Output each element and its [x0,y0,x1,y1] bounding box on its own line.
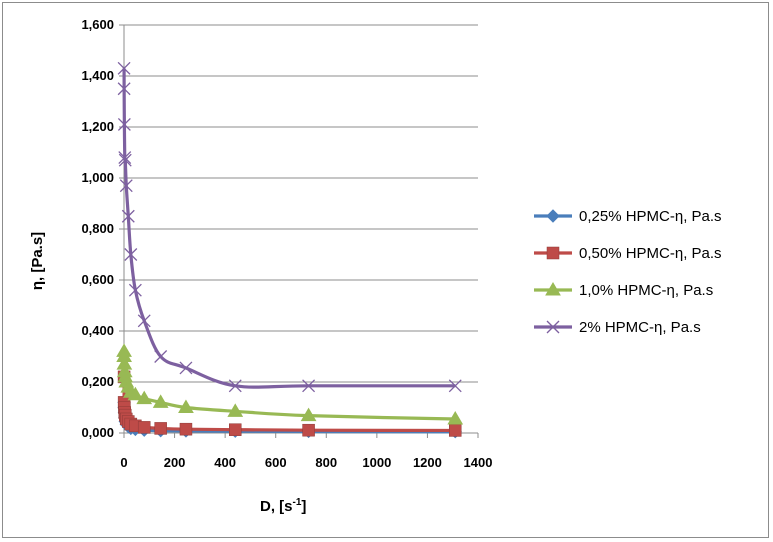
series-4 [117,61,462,393]
data-point [302,423,315,437]
data-point [152,394,169,408]
data-point [117,117,131,131]
data-point-stroke [118,153,132,167]
x-tick-label: 1400 [464,455,493,470]
data-point [178,399,194,413]
y-tick-label: 1,600 [81,17,114,32]
y-tick-label: 0,600 [81,272,114,287]
data-point [154,422,167,435]
data-point-stroke [118,151,132,165]
data-point-stroke [124,248,138,261]
axes: 0,000 0,200 0,400 0,600 0,800 1,000 1,200 1,400… [81,17,492,470]
x-tick-label: 400 [214,455,236,470]
legend-label: 1,0% HPMC-η, Pa.s [579,282,713,299]
data-point [127,386,144,401]
x-tick-label: 1000 [362,455,391,470]
legend-swatch-marker [546,246,560,260]
data-point-stroke [179,361,193,375]
y-tick-label: 1,000 [81,170,114,185]
legend-item[interactable]: 2% HPMC-η, Pa.s [534,319,701,336]
series-3 [116,343,464,425]
y-tick-label: 0,800 [81,221,114,236]
data-point-stroke [121,209,135,223]
x-axis-title-superscript: -1 [293,497,302,508]
legend-label: 0,25% HPMC-η, Pa.s [579,208,722,225]
y-tick-label: 0,000 [81,425,114,440]
data-point [118,153,132,167]
x-tick-label: 0 [120,455,127,470]
data-point-stroke [228,379,242,393]
x-tick-label: 800 [315,455,337,470]
y-tick-label: 1,200 [81,119,114,134]
data-point [121,209,135,223]
x-axis-title: D, [s-1] [260,497,306,515]
data-point [448,424,462,437]
data-point [128,283,142,297]
y-tick-label: 0,200 [81,374,114,389]
data-point [179,361,193,375]
data-point [124,248,138,261]
data-point-stroke [154,350,168,363]
legend-item[interactable]: 0,50% HPMC-η, Pa.s [534,245,722,262]
legend-swatch-marker [546,320,560,334]
y-tick-label: 0,400 [81,323,114,338]
data-point [118,151,132,165]
legend-label: 0,50% HPMC-η, Pa.s [579,245,722,262]
data-point-stroke [117,61,131,75]
data-point [117,61,131,75]
data-point [136,390,153,405]
series-2 [117,370,462,437]
data-point [137,314,151,328]
data-point-stroke [117,82,131,96]
data-point [300,407,317,422]
y-tick-label: 1,400 [81,68,114,83]
data-point [448,379,462,393]
data-point [154,350,168,363]
data-point [137,421,151,434]
data-point-stroke [137,314,151,328]
x-tick-label: 200 [164,455,186,470]
data-point [302,379,316,393]
legend-label: 2% HPMC-η, Pa.s [579,319,701,336]
data-point [119,179,133,193]
data-point [447,410,464,425]
gridlines [124,24,478,383]
legend[interactable]: 0,25% HPMC-η, Pa.s 0,50% HPMC-η, Pa.s 1,0%… [534,208,722,336]
x-axis-title-main: D, [s [260,498,293,515]
series-line [122,68,456,389]
legend-swatch-marker [545,282,561,296]
data-point [117,82,131,96]
x-tick-label: 1200 [413,455,442,470]
data-point-stroke [117,117,131,131]
data-point [229,423,242,436]
data-point [227,403,244,417]
legend-swatch-marker-stroke [546,320,560,334]
series-group [116,61,464,439]
data-point [228,379,242,393]
x-axis-title-suffix: ] [301,498,306,515]
legend-item[interactable]: 0,25% HPMC-η, Pa.s [534,208,722,225]
legend-swatch-marker [546,209,560,223]
data-point [179,422,193,436]
data-point-stroke [302,379,316,393]
x-tick-label: 600 [265,455,287,470]
y-axis-title: η, [Pa.s] [29,232,46,290]
legend-item[interactable]: 1,0% HPMC-η, Pa.s [534,282,713,299]
data-point-stroke [128,283,142,297]
data-point-stroke [119,179,133,193]
data-point-stroke [448,379,462,393]
